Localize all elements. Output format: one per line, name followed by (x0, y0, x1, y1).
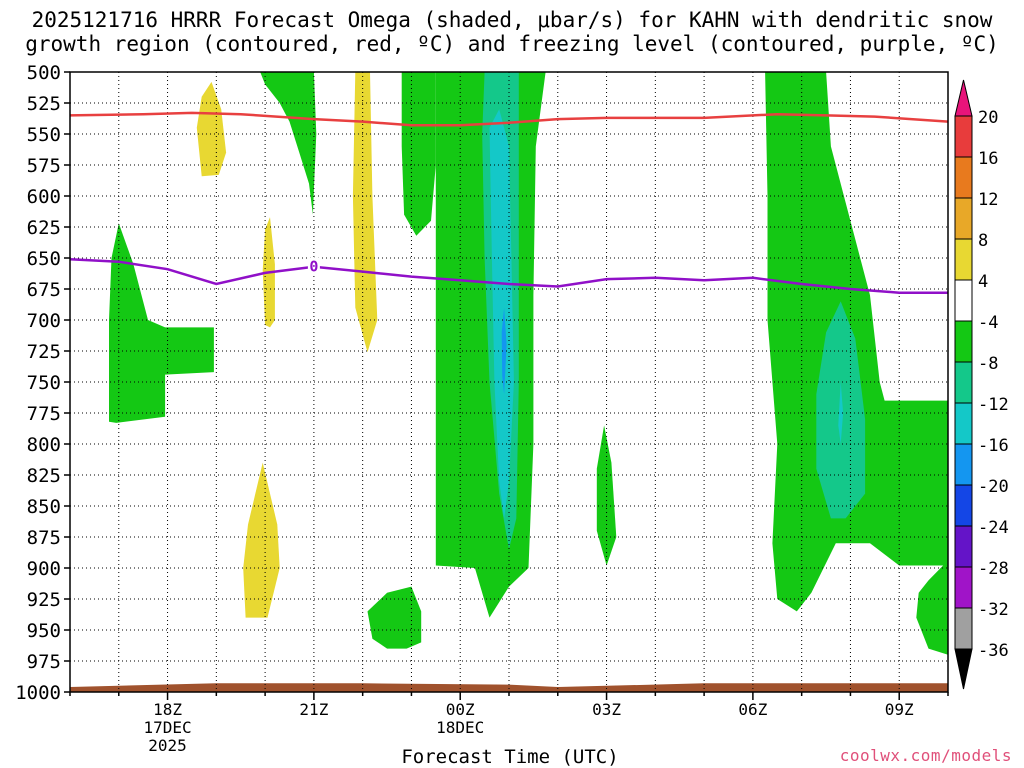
colorbar-box-2 (954, 156, 973, 199)
ground-surface (70, 683, 948, 692)
credit-link[interactable]: coolwx.com/models (839, 746, 1012, 765)
x-tick-label-14-0: 06Z (738, 700, 767, 719)
freezing-line-label: 0 (309, 258, 318, 276)
omega-region-0 (196, 81, 227, 177)
freezing-level-line (69, 257, 948, 294)
colorbar-label-13: -36 (978, 641, 1009, 661)
y-tick-label-825: 825 (27, 465, 61, 487)
omega-region-2 (352, 72, 378, 353)
colorbar-box-5 (954, 279, 973, 322)
y-tick-label-750: 750 (27, 372, 61, 394)
colorbar-label-10: -24 (978, 518, 1009, 538)
colorbar-label-5: -4 (978, 313, 998, 333)
y-tick-label-950: 950 (27, 620, 61, 642)
omega-region-3 (243, 462, 280, 618)
colorbar-label-0: 20 (978, 108, 998, 128)
colorbar-box-7 (954, 361, 973, 404)
dendritic-growth-line (69, 111, 949, 127)
y-tick-label-900: 900 (27, 558, 61, 580)
x-tick-label-17-0: 09Z (885, 700, 914, 719)
y-tick-label-875: 875 (27, 527, 61, 549)
y-tick-label-575: 575 (27, 155, 61, 177)
colorbar-box-9 (954, 443, 973, 486)
x-tick-label-2-0: 18Z (153, 700, 182, 719)
y-tick-label-925: 925 (27, 589, 61, 611)
colorbar-bottom-arrow (954, 648, 973, 690)
colorbar-label-11: -28 (978, 559, 1009, 579)
colorbar-box-3 (954, 197, 973, 240)
colorbar-box-4 (954, 238, 973, 281)
x-tick-label-2-1: 17DEC (143, 718, 191, 737)
omega-region-14 (838, 382, 844, 444)
omega-colorbar: 20 16 12 8 4 -4 -8 -12 -16 -20 -24 -28 -32 -36 (954, 79, 1009, 690)
colorbar-label-8: -16 (978, 436, 1009, 456)
x-tick-label-5-0: 21Z (299, 700, 328, 719)
colorbar-label-9: -20 (978, 477, 1009, 497)
axes: 500 525 550 575 600 625 650 675 700 725 750 775 800 8… (15, 62, 949, 755)
chart-title-line-2: growth region (contoured, red, ºC) and f… (25, 32, 999, 56)
y-tick-label-1000: 1000 (15, 682, 61, 704)
colorbar-label-4: 4 (978, 272, 988, 292)
colorbar-label-3: 8 (978, 231, 988, 251)
y-tick-label-500: 500 (27, 62, 61, 84)
freezing-label-bg (307, 257, 320, 274)
x-tick-label-2-2: 2025 (148, 736, 187, 755)
omega-shaded-regions (109, 72, 948, 655)
gridlines (70, 72, 948, 692)
colorbar-label-12: -32 (978, 600, 1009, 620)
colorbar-label-2: 12 (978, 190, 998, 210)
colorbar-label-6: -8 (978, 354, 998, 374)
omega-region-6 (109, 223, 214, 423)
colorbar-box-6 (954, 320, 973, 363)
chart-title-line-1: 2025121716 HRRR Forecast Omega (shaded, … (31, 8, 993, 32)
omega-region-8 (596, 425, 617, 566)
colorbar-box-1 (954, 115, 973, 158)
omega-region-5 (401, 72, 436, 236)
omega-region-9 (367, 586, 422, 649)
x-tick-label-11-0: 03Z (592, 700, 621, 719)
y-tick-label-975: 975 (27, 651, 61, 673)
colorbar-box-12 (954, 566, 973, 609)
y-tick-label-800: 800 (27, 434, 61, 456)
colorbar-box-10 (954, 484, 973, 527)
y-tick-label-725: 725 (27, 341, 61, 363)
y-tick-label-675: 675 (27, 279, 61, 301)
ground-terrain (70, 683, 948, 692)
x-tick-label-8-1: 18DEC (436, 718, 484, 737)
colorbar-box-11 (954, 525, 973, 568)
y-tick-label-850: 850 (27, 496, 61, 518)
omega-region-15 (501, 307, 507, 395)
y-tick-label-650: 650 (27, 248, 61, 270)
colorbar-top-arrow (954, 79, 973, 117)
colorbar-box-13 (954, 607, 973, 650)
contour-lines: 0 (69, 111, 949, 294)
y-tick-label-525: 525 (27, 93, 61, 115)
x-tick-label-8-0: 00Z (446, 700, 475, 719)
omega-region-13 (489, 109, 514, 519)
omega-region-4 (260, 72, 317, 215)
y-tick-label-600: 600 (27, 186, 61, 208)
x-axis-label: Forecast Time (UTC) (401, 746, 619, 768)
y-tick-label-625: 625 (27, 217, 61, 239)
y-tick-label-550: 550 (27, 124, 61, 146)
colorbar-label-7: -12 (978, 395, 1009, 415)
colorbar-label-1: 16 (978, 149, 998, 169)
colorbar-box-8 (954, 402, 973, 445)
y-tick-label-775: 775 (27, 403, 61, 425)
y-tick-label-700: 700 (27, 310, 61, 332)
